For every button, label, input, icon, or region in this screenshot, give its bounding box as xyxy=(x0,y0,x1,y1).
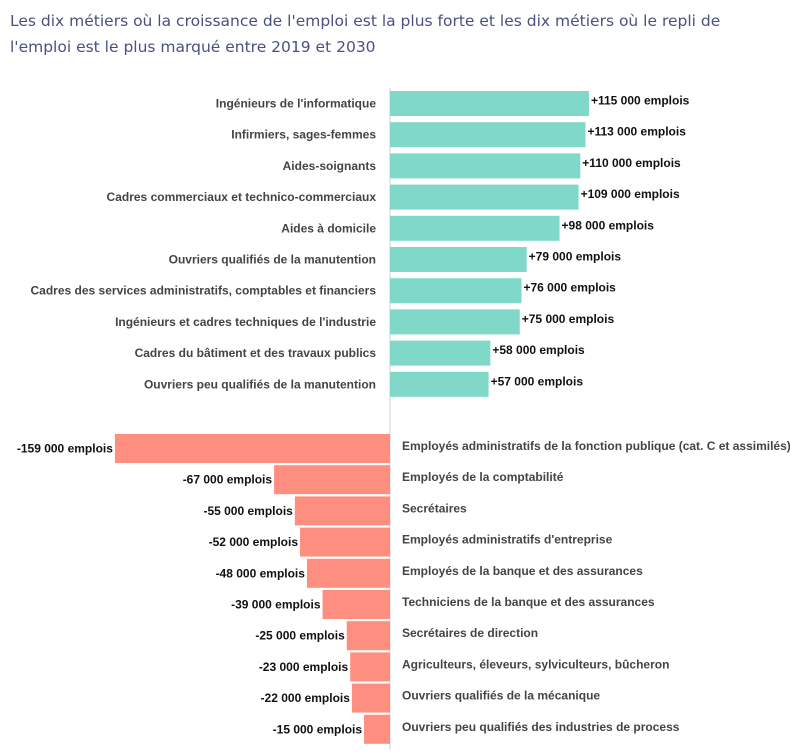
decline-value-label: -55 000 emplois xyxy=(203,504,293,518)
growth-bar xyxy=(390,122,586,148)
growth-value-label: +98 000 emplois xyxy=(562,218,655,232)
growth-category-label: Ingénieurs et cadres techniques de l'ind… xyxy=(115,315,376,329)
decline-value-label: -159 000 emplois xyxy=(17,442,113,456)
decline-bar xyxy=(306,558,390,588)
growth-value-label: +57 000 emplois xyxy=(491,374,584,388)
growth-value-label: +115 000 emplois xyxy=(591,94,690,108)
growth-bar xyxy=(390,371,489,397)
growth-value-label: +113 000 emplois xyxy=(587,125,686,139)
decline-value-label: -67 000 emplois xyxy=(183,473,273,487)
growth-bar xyxy=(390,153,581,179)
decline-value-label: -22 000 emplois xyxy=(261,691,351,705)
decline-category-label: Agriculteurs, éleveurs, sylviculteurs, b… xyxy=(402,657,669,671)
growth-value-label: +79 000 emplois xyxy=(529,250,622,264)
decline-bar xyxy=(274,465,390,495)
decline-bar xyxy=(294,496,390,526)
decline-value-label: -48 000 emplois xyxy=(216,566,306,580)
decline-bar xyxy=(322,590,390,619)
decline-category-label: Ouvriers peu qualifiés des industries de… xyxy=(402,720,680,734)
growth-value-label: +76 000 emplois xyxy=(523,281,616,295)
growth-category-label: Infirmiers, sages-femmes xyxy=(231,128,376,142)
decline-category-label: Employés administratifs d'entreprise xyxy=(402,533,613,547)
decline-category-label: Secrétaires xyxy=(402,501,467,515)
decline-bar xyxy=(350,652,390,682)
growth-category-label: Ouvriers peu qualifiés de la manutention xyxy=(144,377,376,391)
decline-category-label: Secrétaires de direction xyxy=(402,626,538,640)
growth-bar xyxy=(390,247,527,272)
growth-bar xyxy=(390,91,589,116)
decline-category-label: Employés administratifs de la fonction p… xyxy=(402,439,790,453)
growth-category-label: Cadres des services administratifs, comp… xyxy=(31,284,377,298)
decline-value-label: -39 000 emplois xyxy=(231,598,321,612)
decline-category-label: Employés de la comptabilité xyxy=(402,470,564,484)
growth-bars-group: Ingénieurs de l'informatique +115 000 emp… xyxy=(31,91,690,397)
growth-value-label: +110 000 emplois xyxy=(582,156,681,170)
growth-value-label: +75 000 emplois xyxy=(522,312,615,326)
growth-value-label: +109 000 emplois xyxy=(581,187,680,201)
growth-category-label: Cadres commerciaux et technico-commercia… xyxy=(107,190,377,204)
decline-bar xyxy=(364,714,390,744)
decline-value-label: -25 000 emplois xyxy=(255,629,345,643)
growth-bar xyxy=(390,278,522,304)
decline-value-label: -52 000 emplois xyxy=(209,535,299,549)
growth-category-label: Aides à domicile xyxy=(281,221,376,235)
decline-value-label: -15 000 emplois xyxy=(273,722,363,736)
decline-bar xyxy=(300,527,390,557)
decline-category-label: Techniciens de la banque et des assuranc… xyxy=(402,595,655,609)
decline-bar xyxy=(346,621,390,651)
chart-title: Les dix métiers où la croissance de l'em… xyxy=(10,12,721,56)
growth-bar xyxy=(390,340,491,366)
growth-category-label: Aides-soignants xyxy=(283,159,377,173)
decline-bar xyxy=(351,683,390,713)
growth-bar xyxy=(390,215,560,241)
decline-bar xyxy=(114,434,391,463)
growth-category-label: Ingénieurs de l'informatique xyxy=(216,97,377,111)
growth-category-label: Cadres du bâtiment et des travaux public… xyxy=(135,346,377,360)
decline-category-label: Employés de la banque et des assurances xyxy=(402,564,643,578)
growth-category-label: Ouvriers qualifiés de la manutention xyxy=(169,253,376,267)
decline-value-label: -23 000 emplois xyxy=(259,660,349,674)
growth-bar xyxy=(390,184,579,210)
growth-bar xyxy=(390,309,520,335)
decline-bars-group: Employés administratifs de la fonction p… xyxy=(17,434,790,744)
growth-value-label: +58 000 emplois xyxy=(492,343,585,357)
decline-category-label: Ouvriers qualifiés de la mécanique xyxy=(402,689,600,703)
